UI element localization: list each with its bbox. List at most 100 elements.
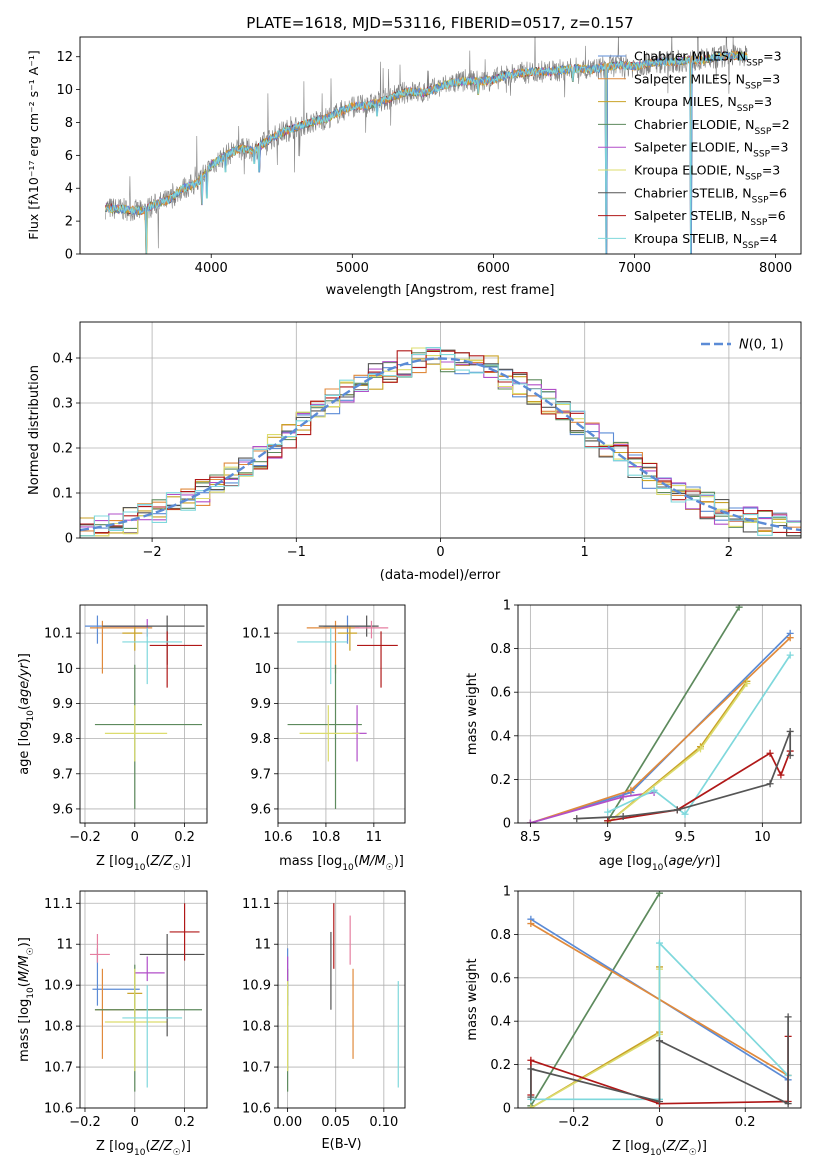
mass-vs-z-x-label-part: )] [181, 1139, 191, 1154]
x-tick-label: −0.2 [69, 1115, 101, 1130]
weight-line-chabrier-stelib-marker [656, 1097, 663, 1105]
weight-vs-age-x-label-part: age [log [599, 854, 652, 869]
weight-line-salpeter-stelib-marker [527, 1056, 535, 1064]
weight-line-kroupa-stelib-marker [650, 786, 658, 794]
legend-label-part: Chabrier STELIB, N [634, 185, 752, 200]
mass-vs-z-x-label: Z [log10(Z/Z☉)] [96, 1139, 191, 1158]
x-tick-label: 0.2 [735, 1115, 756, 1130]
legend-label-part: Kroupa MILES, N [634, 94, 737, 109]
legend-label-part: =3 [770, 140, 788, 155]
y-tick-label: 0 [65, 248, 73, 263]
weight-line-chabrier-stelib-marker [527, 1093, 535, 1101]
y-tick-label: 11 [254, 938, 271, 953]
weight-line-kroupa-elodie-marker [527, 1104, 535, 1108]
legend-label: Salpeter STELIB, NSSP=6 [634, 208, 786, 228]
x-tick-label: 9 [604, 830, 612, 845]
y-tick-label: 9.6 [52, 802, 73, 817]
legend-label-part: SSP [737, 104, 754, 114]
weight-line-chabrier-elodie [606, 606, 740, 822]
age-vs-mass-x-label-part: ☉ [386, 863, 394, 873]
y-tick-label: 10.8 [242, 1020, 271, 1035]
weight_vs_Z-plot-area [518, 891, 801, 1108]
axes-frame [277, 890, 406, 1109]
residuals-y-label: Normed distribution [27, 365, 42, 495]
y-tick-label: 9.9 [52, 697, 73, 712]
y-tick-label: 4 [65, 182, 73, 197]
weight_vs_age-y-label: mass weight [465, 673, 480, 755]
age-vs-z-x-label-part: Z/Z [150, 854, 174, 869]
weight-vs-z-x-label: Z [log10(Z/Z☉)] [612, 1139, 707, 1158]
weight-vs-z-x-label-part: )] [697, 1139, 707, 1154]
legend-label-part: Chabrier MILES, N [634, 49, 746, 64]
y-tick-label: 0 [503, 817, 511, 832]
weight_vs_Z-y-label: mass weight [465, 958, 480, 1040]
weight-vs-z-x-label-part: ☉ [689, 1148, 697, 1158]
y-tick-label: 2 [65, 215, 73, 230]
y-tick-label: 10.1 [242, 627, 271, 642]
x-tick-label: 0 [131, 830, 139, 845]
y-tick-label: 0.6 [490, 971, 511, 986]
age-vs-mass-x-label-part: mass [log [279, 854, 342, 869]
weight-line-chabrier-stelib-marker [784, 1013, 792, 1021]
x-tick-label: 7000 [618, 261, 651, 276]
legend-label-part: SSP [745, 173, 762, 183]
y-tick-label: 11 [56, 938, 73, 953]
weight_vs_age-plot-area [518, 605, 801, 823]
x-tick-label: 0.2 [174, 830, 195, 845]
weight-line-chabrier-stelib [576, 731, 792, 820]
x-tick-label: 0.00 [273, 1115, 302, 1130]
spectrum-x-label: wavelength [Angstrom, rest frame] [326, 283, 555, 298]
y-tick-label: 10.7 [44, 1061, 73, 1076]
weight-line-salpeter-miles-marker [786, 634, 794, 642]
weight-vs-age-x-label-part: )] [710, 854, 720, 869]
legend-label: Chabrier STELIB, NSSP=6 [634, 185, 787, 205]
x-tick-label: 10.8 [311, 830, 340, 845]
y-tick-label: 8 [65, 116, 73, 131]
x-tick-label: 1 [581, 545, 589, 560]
weight-vs-age-x-label-part: ( [663, 854, 668, 869]
age-vs-z-y-label-part: 10 [26, 710, 36, 722]
weight-line-kroupa-stelib-marker [786, 651, 794, 659]
weight-line-chabrier-elodie-marker [735, 605, 743, 611]
weight-line-salpeter-stelib-marker [777, 771, 785, 779]
age-vs-z-x-label-part: Z [log [96, 854, 134, 869]
legend-label: Kroupa MILES, NSSP=3 [634, 94, 772, 114]
y-tick-label: 9.7 [52, 767, 73, 782]
mass_vs_EBV-plot-area [278, 891, 405, 1108]
y-tick-label: 0.2 [490, 773, 511, 788]
y-tick-label: 10.6 [242, 1102, 271, 1117]
age-vs-z-x-label-part: )] [181, 854, 191, 869]
spectrum-title: PLATE=1618, MJD=53116, FIBERID=0517, z=0… [246, 14, 633, 32]
residuals-plot-area [80, 322, 801, 538]
model-spectrum-kroupa-stelib [106, 51, 748, 254]
histogram-kroupa-stelib [80, 347, 801, 537]
y-tick-label: 0.2 [52, 442, 73, 457]
age-vs-z-x-label: Z [log10(Z/Z☉)] [96, 854, 191, 873]
legend-label-part: SSP [742, 241, 759, 251]
age-vs-z-y-label-part: ( [17, 705, 32, 710]
mass-vs-z-y-label-part: mass [log [17, 999, 32, 1062]
y-tick-label: 0 [65, 532, 73, 547]
weight-line-kroupa-stelib [607, 654, 791, 816]
legend-label-part: SSP [752, 195, 769, 205]
age-vs-z-y-label-part: age [log [17, 722, 32, 775]
x-tick-label: 5000 [336, 261, 369, 276]
normal-curve [80, 357, 801, 532]
age_vs_Z-plot-area [80, 605, 207, 823]
age-vs-mass-x-label-part: ( [354, 854, 359, 869]
weight-vs-z-x-label-part: Z/Z [666, 1139, 690, 1154]
x-tick-label: −1 [287, 545, 306, 560]
weight-vs-z-x-label-part: 10 [650, 1148, 662, 1158]
y-tick-label: 11.1 [44, 897, 73, 912]
age-vs-z-y-label-part: )] [17, 653, 32, 663]
age_vs_mass-plot-area [278, 605, 405, 823]
age-vs-z-y-label: age [log10(age/yr)] [17, 653, 36, 775]
x-tick-label: 6000 [477, 261, 510, 276]
weight-vs-z-x-label-part: ( [661, 1139, 666, 1154]
weight-line-chabrier-stelib-marker [656, 1037, 663, 1045]
mass-vs-z-x-label-part: Z/Z [150, 1139, 174, 1154]
weight-line-chabrier-stelib-marker [573, 815, 581, 823]
age-vs-z-x-label-part: ( [145, 854, 150, 869]
legend-label-part: Kroupa STELIB, N [634, 231, 742, 246]
mass_vs_Z-plot-area [80, 891, 207, 1108]
